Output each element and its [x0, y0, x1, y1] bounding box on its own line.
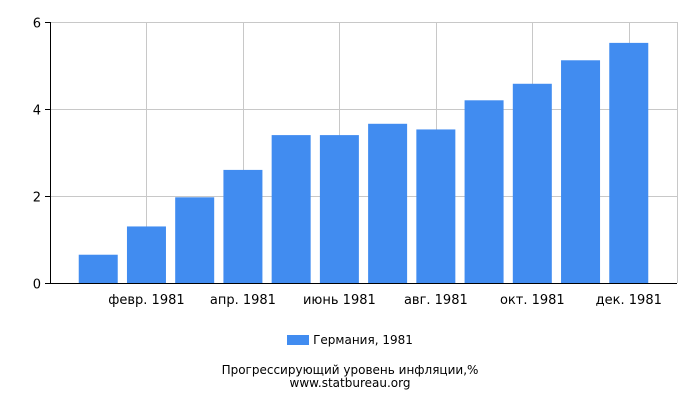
x-tick-label: дек. 1981	[596, 293, 662, 308]
bars	[78, 42, 649, 284]
bar	[78, 254, 118, 283]
bar	[271, 135, 311, 283]
footer: Прогрессирующий уровень инфляции,% www.s…	[0, 364, 700, 390]
x-tick-label: июнь 1981	[303, 293, 376, 308]
bar	[609, 42, 649, 283]
chart-caption: Прогрессирующий уровень инфляции,%	[221, 363, 479, 377]
x-tick-labels: февр. 1981 апр. 1981 июнь 1981 авг. 1981 окт…	[108, 293, 662, 308]
x-tick-label: апр. 1981	[210, 293, 276, 308]
legend-label: Германия, 1981	[313, 333, 413, 347]
source-link: www.statbureau.org	[289, 376, 411, 390]
legend: Германия, 1981	[0, 333, 700, 347]
x-tick-label: окт. 1981	[500, 293, 565, 308]
bar	[126, 226, 166, 283]
bar	[561, 60, 601, 283]
y-tick-label: 4	[33, 104, 41, 119]
bar	[368, 123, 408, 283]
y-tick-label: 6	[33, 17, 41, 32]
bar	[512, 83, 552, 284]
x-tick-label: авг. 1981	[404, 293, 468, 308]
bar	[416, 129, 456, 283]
bar	[223, 169, 263, 283]
bar	[319, 135, 359, 283]
y-tick-labels: 0 2 4 6	[33, 17, 41, 293]
bar	[175, 197, 215, 283]
y-tick-label: 2	[33, 191, 41, 206]
axes	[45, 22, 677, 284]
bar	[464, 100, 504, 283]
y-tick-label: 0	[33, 278, 41, 293]
legend-swatch	[287, 335, 310, 345]
chart: 0 2 4 6 февр. 1981 апр. 1981 июнь 1981 авг. 19…	[33, 17, 678, 308]
x-tick-label: февр. 1981	[108, 293, 184, 308]
